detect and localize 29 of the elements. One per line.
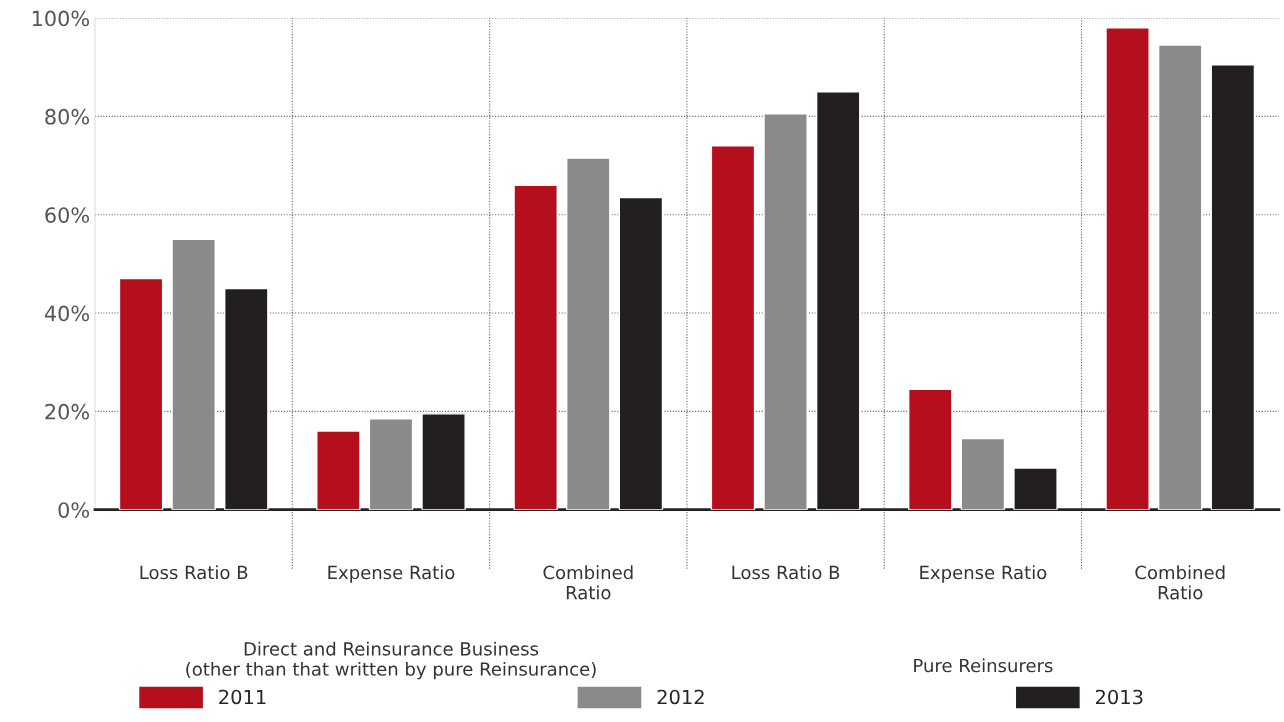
bar	[710, 145, 756, 510]
text: Direct and Reinsurance Business (other than that written by pure Reinsurance)	[186, 641, 596, 680]
text: Pure Reinsurers	[914, 658, 1053, 673]
x-tick-label: Expense Ratio	[328, 565, 455, 583]
x-tick-label: Combined Ratio	[1135, 565, 1225, 600]
x-tick-label: Loss Ratio B	[140, 565, 248, 580]
x-tick-label: Combined Ratio	[543, 565, 633, 600]
legend-label: 2013	[1095, 689, 1143, 705]
y-tick-label: 60%	[45, 207, 90, 223]
bar	[1105, 27, 1150, 510]
bar	[763, 113, 808, 510]
bar	[960, 437, 1006, 510]
legend-label: 2011	[219, 689, 266, 705]
bar	[368, 418, 414, 510]
bar	[1157, 44, 1203, 510]
bar	[171, 238, 216, 510]
legend-label: 2012	[657, 689, 704, 705]
y-tick-label: 80%	[45, 108, 90, 125]
bar	[118, 277, 164, 510]
y-tick-label: 0%	[58, 502, 90, 518]
y-tick-label: 100%	[32, 10, 89, 27]
y-tick-label: 20%	[45, 403, 90, 420]
y-tick-label: 40%	[44, 305, 90, 322]
x-tick-label: Loss Ratio B	[732, 565, 840, 580]
bar	[316, 430, 361, 510]
x-tick-label: Expense Ratio	[920, 565, 1047, 583]
bar	[513, 184, 558, 510]
bar	[908, 388, 953, 510]
bar	[566, 157, 611, 510]
